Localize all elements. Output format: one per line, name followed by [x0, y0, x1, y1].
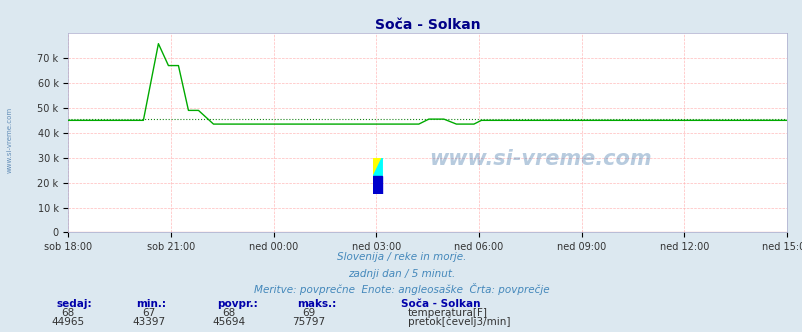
Text: Soča - Solkan: Soča - Solkan — [401, 299, 480, 309]
Polygon shape — [373, 158, 382, 176]
Text: povpr.:: povpr.: — [217, 299, 257, 309]
Text: 44965: 44965 — [51, 317, 85, 327]
Text: Slovenija / reke in morje.: Slovenija / reke in morje. — [336, 252, 466, 262]
Text: maks.:: maks.: — [297, 299, 336, 309]
Text: www.si-vreme.com: www.si-vreme.com — [429, 149, 651, 169]
Text: Meritve: povprečne  Enote: angleosaške  Črta: povprečje: Meritve: povprečne Enote: angleosaške Čr… — [253, 283, 549, 295]
Text: 75797: 75797 — [292, 317, 326, 327]
Text: 68: 68 — [62, 308, 75, 318]
Text: www.si-vreme.com: www.si-vreme.com — [6, 106, 13, 173]
Text: pretok[čevelj3/min]: pretok[čevelj3/min] — [407, 316, 510, 327]
Title: Soča - Solkan: Soča - Solkan — [375, 18, 480, 32]
Polygon shape — [373, 158, 382, 176]
Polygon shape — [373, 176, 382, 194]
Text: temperatura[F]: temperatura[F] — [407, 308, 488, 318]
Text: 45694: 45694 — [212, 317, 245, 327]
Text: 67: 67 — [142, 308, 155, 318]
Text: 68: 68 — [222, 308, 235, 318]
Text: 69: 69 — [302, 308, 315, 318]
Text: 43397: 43397 — [132, 317, 165, 327]
Text: sedaj:: sedaj: — [56, 299, 91, 309]
Text: min.:: min.: — [136, 299, 166, 309]
Text: zadnji dan / 5 minut.: zadnji dan / 5 minut. — [347, 269, 455, 279]
